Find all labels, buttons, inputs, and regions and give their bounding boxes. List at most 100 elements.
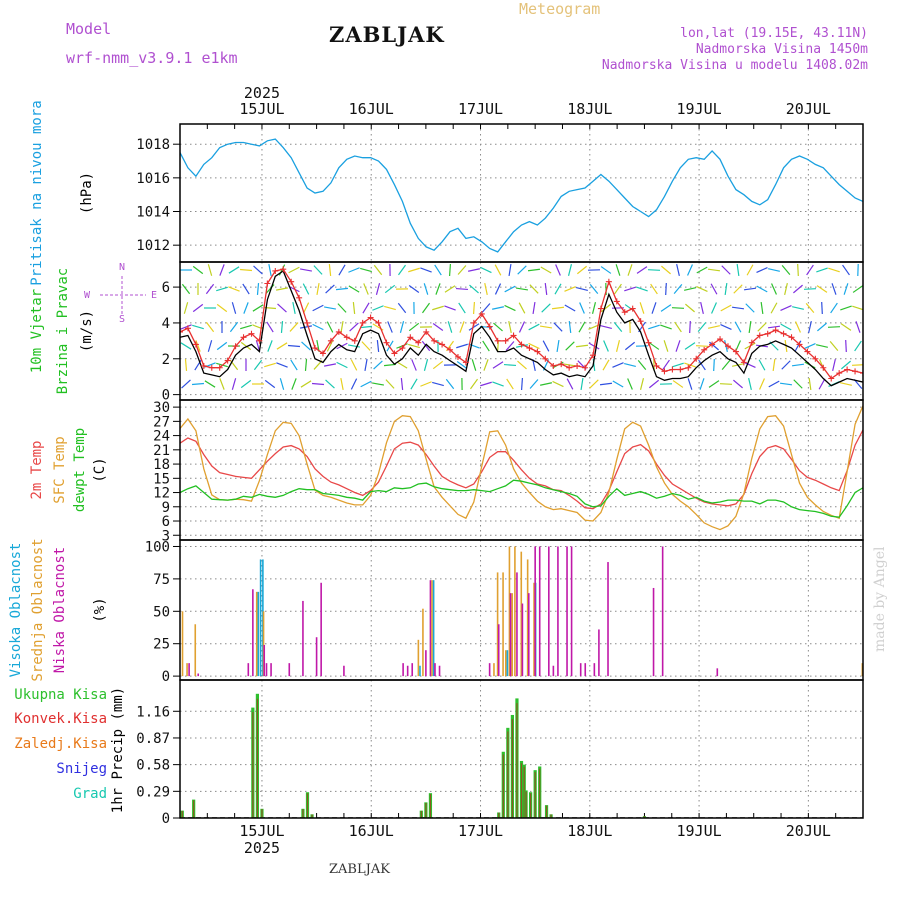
wind-barb xyxy=(371,382,385,386)
wind-barb xyxy=(721,360,731,370)
wind-barb xyxy=(384,284,396,294)
panel-ylabel: Pritisak na nivou mora xyxy=(29,100,45,285)
wind-barb xyxy=(435,283,441,295)
wind-barb xyxy=(504,304,516,312)
wind-barb xyxy=(364,358,368,372)
convective-precip-bar xyxy=(302,809,304,818)
gust-marker xyxy=(693,355,700,362)
mid-cloud-bar xyxy=(533,582,535,677)
wind-barb xyxy=(528,342,540,350)
wind-barb xyxy=(624,286,636,292)
high-cloud-bar xyxy=(259,559,262,677)
wind-barb xyxy=(851,364,863,366)
wind-barb xyxy=(231,378,237,390)
wind-barb xyxy=(589,379,599,389)
wind-barb xyxy=(397,264,407,276)
model-elevation-label: Nadmorska Visina u modelu 1408.02m xyxy=(601,58,868,73)
wind-barb xyxy=(563,363,577,367)
gust-marker xyxy=(613,298,620,305)
wind-barb xyxy=(432,322,444,332)
convective-precip-bar xyxy=(643,816,646,818)
wind-barb xyxy=(340,377,344,391)
wind-barb xyxy=(540,382,552,386)
wind-barb xyxy=(576,265,588,275)
gust-marker xyxy=(399,345,406,352)
convective-precip-bar xyxy=(550,814,552,818)
wind-barb xyxy=(599,382,613,386)
wind-barb xyxy=(362,302,370,314)
low-cloud-bar xyxy=(270,663,272,677)
wind-barb xyxy=(408,284,420,294)
series-line-temperature-1 xyxy=(180,405,863,531)
wind-barb xyxy=(600,324,612,330)
y-tick-label: 75 xyxy=(153,572,170,588)
gust-marker xyxy=(447,346,454,353)
low-cloud-bar xyxy=(527,593,530,677)
gust-marker xyxy=(582,364,589,371)
wind-barb xyxy=(410,378,418,390)
mid-cloud-bar xyxy=(262,611,265,677)
wind-barb xyxy=(840,323,852,331)
wind-barb xyxy=(615,264,621,276)
wind-barb xyxy=(350,359,358,371)
wind-barb xyxy=(624,341,636,351)
low-cloud-bar xyxy=(579,663,582,677)
wind-barb xyxy=(698,359,706,371)
convective-precip-bar xyxy=(181,810,183,818)
gust-marker xyxy=(296,294,303,301)
wind-barb xyxy=(228,266,240,274)
panel-ylabel: (hPa) xyxy=(79,172,95,214)
panel-clouds-marks xyxy=(181,546,863,677)
meteogram-label: Meteogram xyxy=(519,0,601,18)
wind-barb xyxy=(267,340,273,352)
wind-barb xyxy=(648,324,660,330)
wind-barb xyxy=(289,322,299,332)
low-cloud-bar xyxy=(598,629,600,677)
wind-barb xyxy=(397,302,407,314)
wind-barb xyxy=(219,264,225,276)
y-tick-label: 21 xyxy=(153,443,170,459)
high-cloud-bar xyxy=(432,580,435,677)
wind-barb xyxy=(867,303,874,313)
wind-barb xyxy=(672,380,684,388)
wind-barb xyxy=(183,302,189,314)
gust-marker xyxy=(589,352,596,359)
wind-barb xyxy=(304,358,308,372)
gust-marker xyxy=(216,364,223,371)
y-tick-label: 1012 xyxy=(136,238,170,254)
low-cloud-bar xyxy=(320,582,322,677)
gust-marker xyxy=(685,364,692,371)
mid-cloud-bar xyxy=(511,593,513,677)
gust-marker xyxy=(486,323,493,330)
wind-barb xyxy=(864,344,875,348)
low-cloud-bar xyxy=(425,650,427,677)
wind-barb xyxy=(458,302,466,314)
mid-cloud-bar xyxy=(502,572,504,677)
wind-barb xyxy=(219,378,225,390)
wind-barb xyxy=(806,264,814,276)
wind-barb xyxy=(340,320,344,334)
wind-barb xyxy=(743,287,757,291)
wind-barb xyxy=(660,304,672,312)
wind-barb xyxy=(192,303,204,313)
gust-marker xyxy=(470,319,477,326)
wind-dir-s: S xyxy=(119,314,125,325)
wind-barb xyxy=(736,263,740,277)
gust-marker xyxy=(367,314,374,321)
low-cloud-bar xyxy=(661,546,664,677)
wind-barb xyxy=(275,287,289,291)
wind-barb xyxy=(767,325,781,329)
mid-cloud-bar xyxy=(526,559,529,677)
convective-precip-bar xyxy=(306,793,309,818)
wind-barb xyxy=(385,379,395,389)
wind-barb xyxy=(518,321,526,333)
wind-barb xyxy=(816,285,828,293)
gust-marker xyxy=(415,339,422,346)
wind-barb xyxy=(771,283,777,295)
wind-barb xyxy=(770,302,778,314)
wind-barb xyxy=(579,302,585,314)
wind-barb xyxy=(326,321,334,333)
wind-barb xyxy=(565,341,575,351)
low-cloud-bar xyxy=(521,603,524,677)
